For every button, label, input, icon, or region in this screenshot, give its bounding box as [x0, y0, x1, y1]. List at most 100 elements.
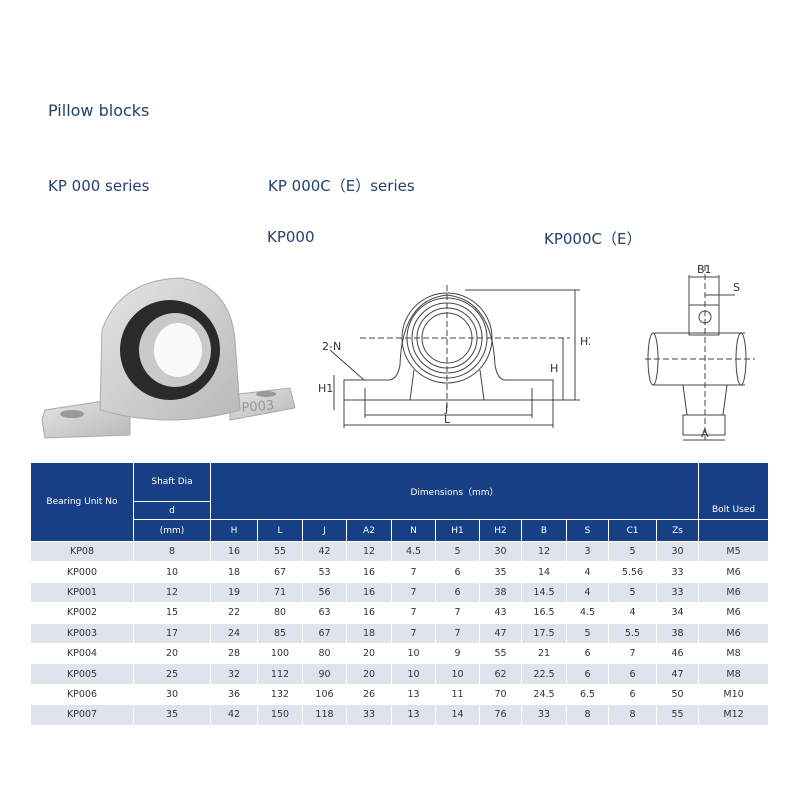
front-view-drawing: 2-N H1 H H2 J L [318, 285, 590, 428]
table-cell: M8 [698, 663, 770, 685]
table-row: KP08 8 16 55 42 12 4.5 5 30 12 3 5 30 M5 [30, 540, 770, 563]
header-dim-h1: H1 [435, 519, 480, 542]
table-cell: KP001 [30, 581, 134, 604]
model-label-kp000c: KP000C（E） [544, 230, 642, 248]
table-cell: 22 [210, 602, 258, 624]
table-cell: 7 [391, 622, 436, 644]
table-cell: 55 [655, 704, 700, 726]
table-cell: 5.56 [608, 561, 657, 583]
table-cell: 80 [302, 642, 347, 665]
header-dim-s: S [566, 519, 609, 542]
label-s: S [733, 281, 740, 294]
table-cell: 8 [133, 540, 211, 563]
table-cell: 71 [257, 581, 303, 604]
table-cell: KP000 [30, 561, 134, 583]
table-row: KP004 20 28 100 80 20 10 9 55 21 6 7 46 M8 [30, 642, 770, 665]
table-cell: 33 [346, 704, 392, 726]
table-cell: 43 [479, 602, 522, 624]
table-cell: 24 [210, 622, 258, 644]
table-cell: 13 [391, 683, 436, 706]
table-cell: 132 [257, 683, 303, 706]
table-cell: 118 [302, 704, 347, 726]
table-cell: 22.5 [521, 663, 567, 685]
table-cell: 55 [257, 540, 303, 563]
table-cell: 4 [566, 581, 609, 604]
table-cell: 4.5 [566, 602, 609, 624]
pillow-block-photo: P003 [41, 277, 296, 439]
table-cell: M5 [698, 540, 770, 563]
table-cell: 5 [608, 581, 657, 604]
table-cell: 50 [655, 683, 700, 706]
table-cell: 7 [435, 622, 480, 644]
table-cell: 33 [521, 704, 567, 726]
table-cell: 46 [655, 642, 700, 665]
header-bolt-used: Bolt Used [698, 462, 770, 520]
table-cell: 6 [435, 561, 480, 583]
label-h: H [550, 362, 558, 375]
table-cell: 25 [133, 663, 211, 685]
table-cell: 3 [566, 540, 609, 563]
table-cell: M8 [698, 642, 770, 665]
table-cell: 42 [302, 540, 347, 563]
table-cell: M6 [698, 622, 770, 644]
header-dim-j: J [302, 519, 347, 542]
table-cell: 12 [346, 540, 392, 563]
table-cell: 16 [346, 561, 392, 583]
table-cell: 90 [302, 663, 347, 685]
table-cell: 6 [608, 663, 657, 685]
table-cell: 20 [346, 663, 392, 685]
table-row: KP001 12 19 71 56 16 7 6 38 14.5 4 5 33 M6 [30, 581, 770, 604]
table-cell: 100 [257, 642, 303, 665]
table-cell: 17.5 [521, 622, 567, 644]
table-cell: 85 [257, 622, 303, 644]
table-row: KP000 10 18 67 53 16 7 6 35 14 4 5.56 33 M6 [30, 561, 770, 583]
label-j: J [444, 402, 448, 415]
table-cell: 12 [521, 540, 567, 563]
table-cell: 38 [479, 581, 522, 604]
page-title: Pillow blocks [48, 101, 150, 120]
table-cell: 5 [435, 540, 480, 563]
table-cell: 5 [608, 540, 657, 563]
header-bolt-blank [698, 519, 770, 542]
table-cell: 33 [655, 581, 700, 604]
table-cell: 17 [133, 622, 211, 644]
side-view-drawing: B1 S A [645, 263, 755, 441]
table-cell: 14 [521, 561, 567, 583]
table-cell: 62 [479, 663, 522, 685]
table-cell: 67 [257, 561, 303, 583]
table-cell: 4 [608, 602, 657, 624]
table-cell: 7 [391, 581, 436, 604]
header-dimensions: Dimensions（mm） [209, 462, 700, 520]
table-cell: 20 [133, 642, 211, 665]
header-dim-l: L [257, 519, 303, 542]
table-cell: 28 [210, 642, 258, 665]
casting-text: P003 [241, 398, 275, 416]
table-cell: 24.5 [521, 683, 567, 706]
table-cell: KP004 [30, 642, 134, 665]
table-cell: 14 [435, 704, 480, 726]
label-2n: 2-N [322, 340, 341, 353]
table-cell: 5 [566, 622, 609, 644]
table-cell: 18 [346, 622, 392, 644]
table-cell: 76 [479, 704, 522, 726]
table-cell: 55 [479, 642, 522, 665]
table-cell: M12 [698, 704, 770, 726]
header-dim-h: H [210, 519, 258, 542]
table-cell: 30 [133, 683, 211, 706]
label-b1: B1 [697, 263, 712, 276]
table-cell: 80 [257, 602, 303, 624]
table-cell: 6 [435, 581, 480, 604]
table-cell: KP08 [30, 540, 134, 563]
header-shaft-dia: Shaft Dia [133, 462, 211, 502]
series-label-kp000c: KP 000C（E）series [268, 177, 415, 195]
table-cell: 10 [133, 561, 211, 583]
table-cell: KP002 [30, 602, 134, 624]
model-label-kp000: KP000 [267, 228, 315, 246]
table-cell: 11 [435, 683, 480, 706]
table-cell: 20 [346, 642, 392, 665]
table-cell: KP007 [30, 704, 134, 726]
table-cell: 5.5 [608, 622, 657, 644]
table-cell: 7 [391, 561, 436, 583]
table-cell: 4 [566, 561, 609, 583]
table-cell: 6 [566, 642, 609, 665]
